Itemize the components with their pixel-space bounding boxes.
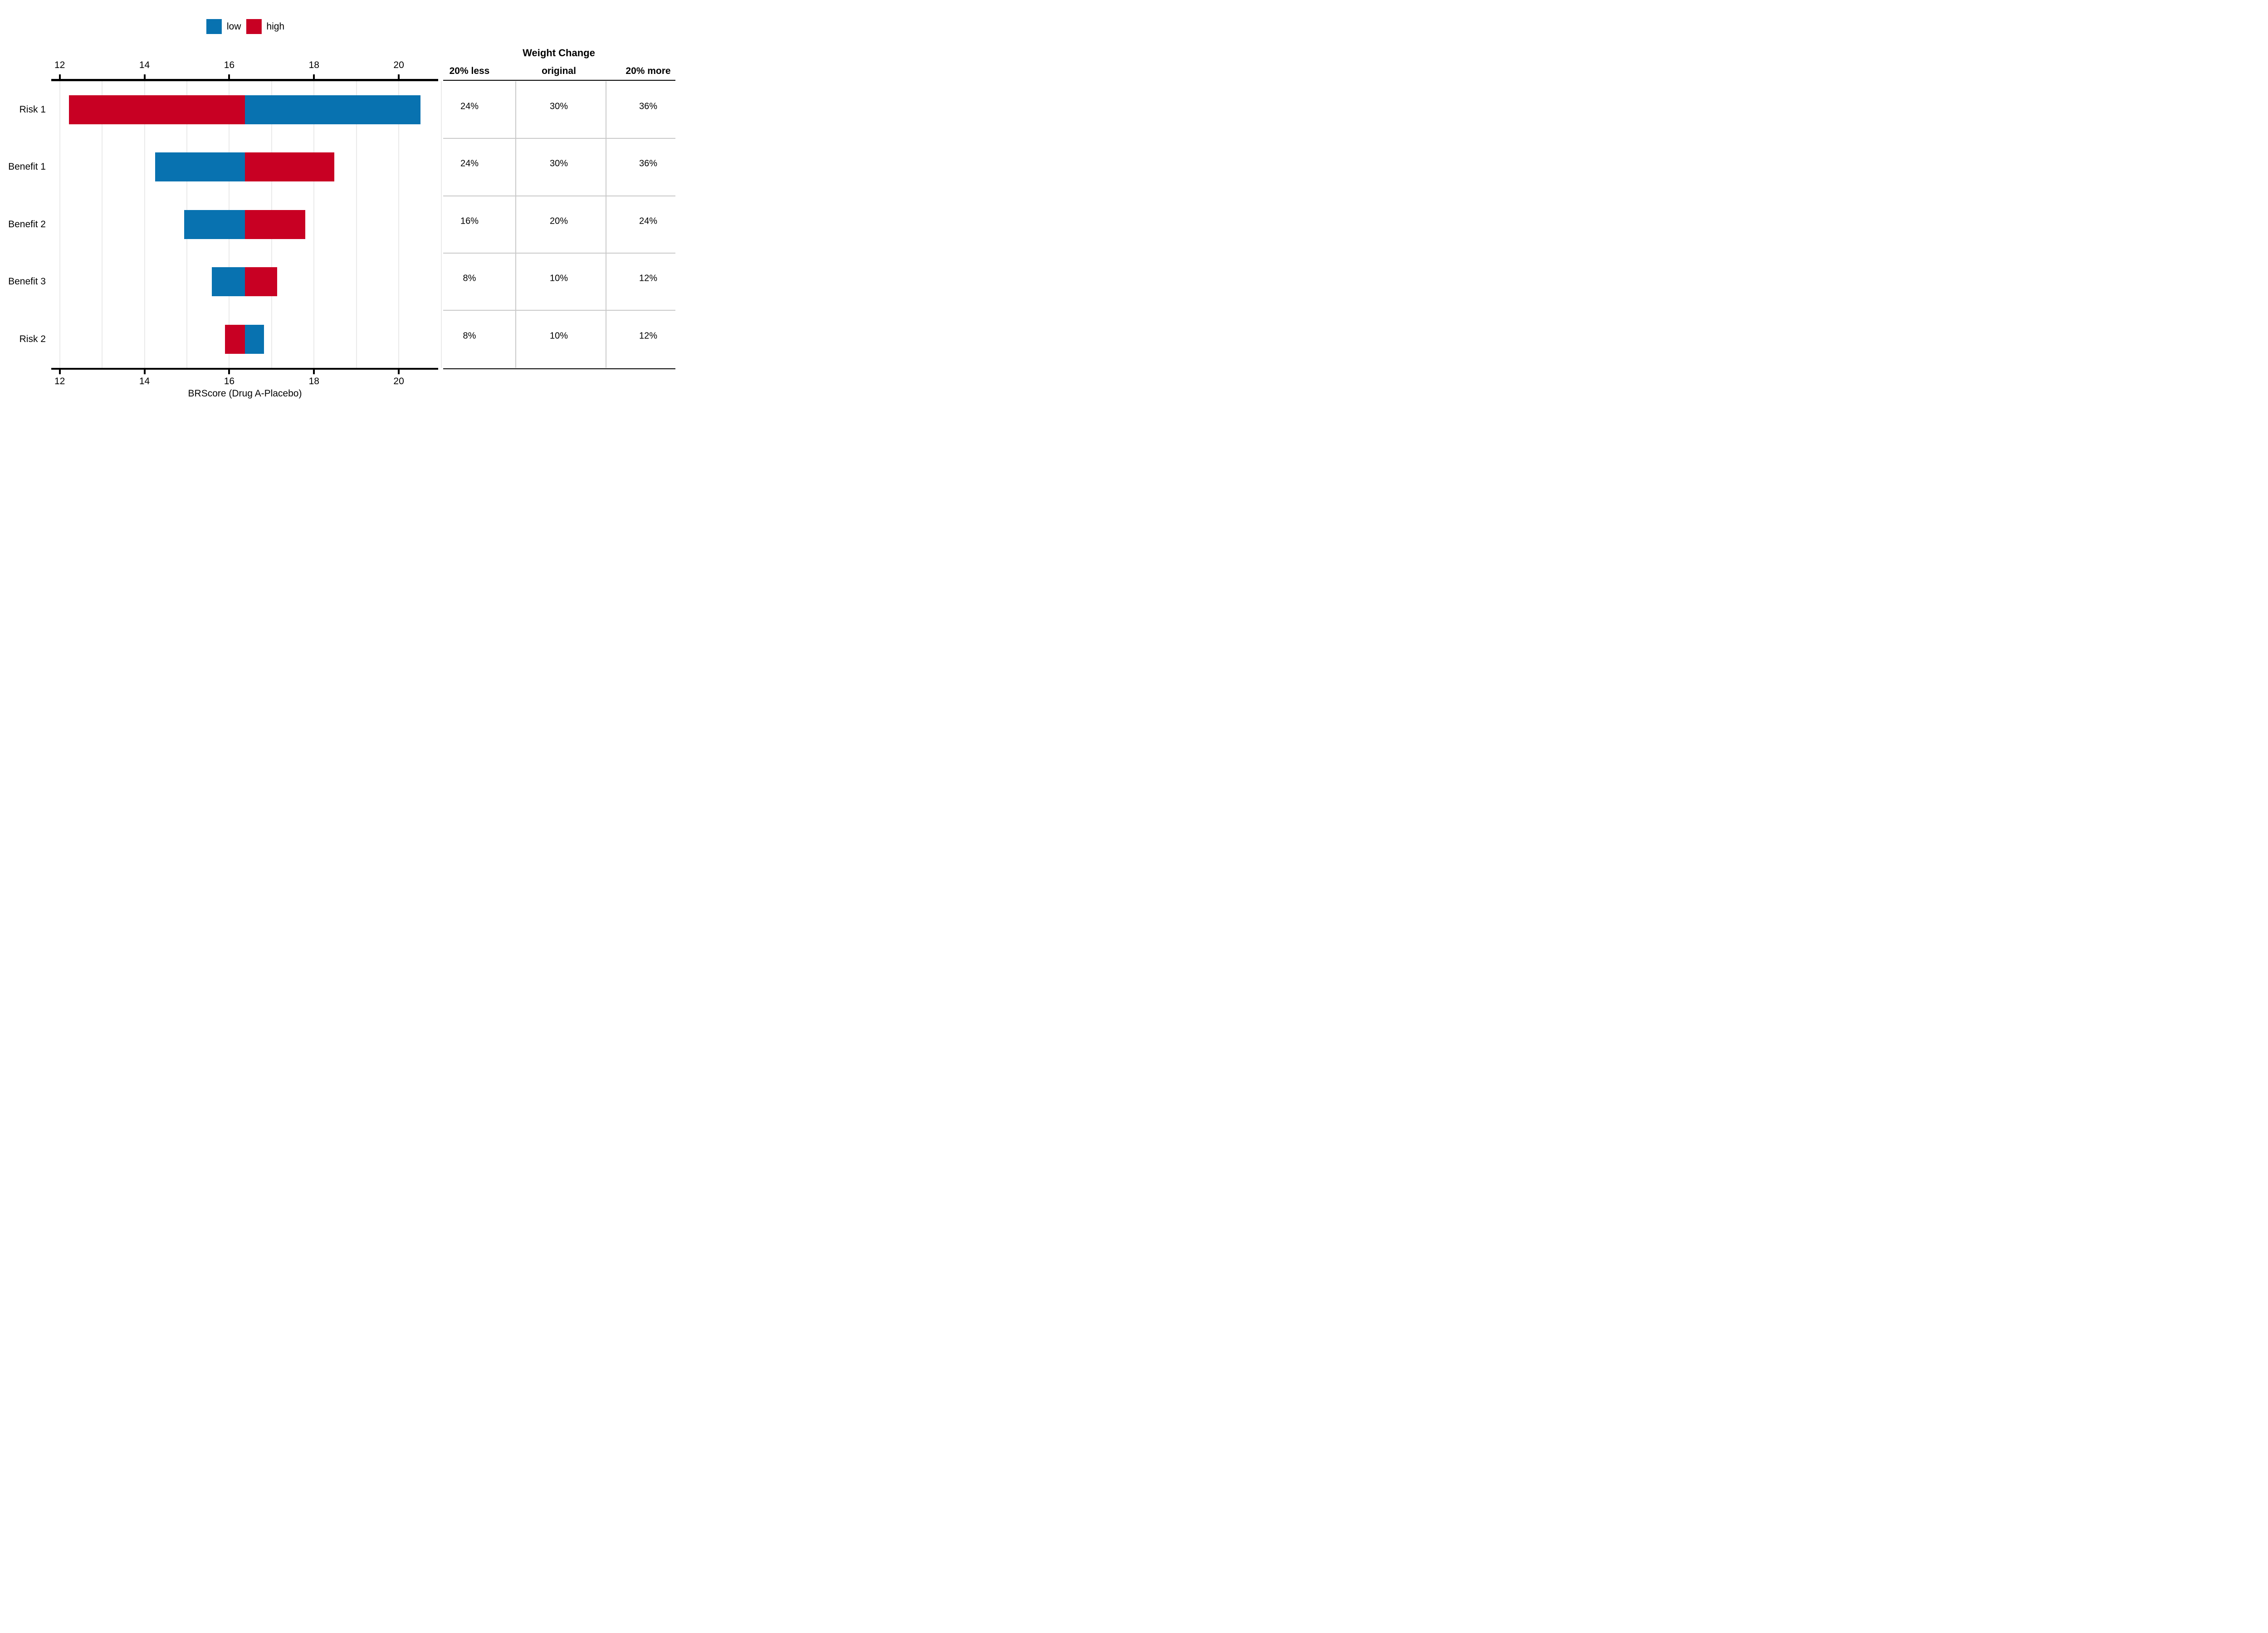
table-row-divider — [443, 310, 675, 311]
gridline — [313, 81, 315, 368]
bar-segment-high — [244, 210, 305, 239]
table-row-divider — [443, 252, 675, 254]
table-cell-value: 10% — [549, 273, 568, 284]
table-cell-value: 30% — [549, 101, 568, 112]
bar-segment-high — [69, 95, 245, 124]
bar-segment-low — [244, 95, 420, 124]
table-cell-value: 24% — [460, 158, 479, 169]
category-label: Benefit 2 — [8, 219, 46, 230]
x-axis-tick-label-bottom: 14 — [139, 376, 150, 386]
x-axis-tick-label-top: 18 — [308, 59, 319, 70]
x-axis-tick-bottom — [228, 370, 230, 375]
table-top-rule — [443, 79, 675, 81]
table-column-header-20pct-more: 20% more — [626, 66, 671, 76]
x-axis-tick-bottom — [59, 370, 61, 375]
table-column-divider — [515, 81, 516, 368]
category-label: Benefit 3 — [8, 276, 46, 287]
x-axis-title: BRScore (Drug A-Placebo) — [188, 388, 302, 399]
gridline — [398, 81, 400, 368]
table-cell-value: 10% — [549, 331, 568, 341]
x-axis-tick-top — [228, 74, 230, 79]
bar-segment-low — [155, 152, 245, 182]
category-label: Risk 2 — [19, 333, 46, 344]
table-column-header-original: original — [542, 66, 576, 76]
x-axis-tick-label-bottom: 20 — [393, 376, 404, 386]
bar-segment-high — [244, 152, 335, 182]
legend-swatch-low-icon — [206, 19, 222, 34]
x-axis-line-top — [51, 79, 438, 81]
gridline — [59, 81, 60, 368]
x-axis-tick-label-bottom: 16 — [224, 376, 235, 386]
legend-label-high: high — [266, 21, 285, 32]
x-axis-tick-top — [398, 74, 400, 79]
table-cell-value: 8% — [463, 273, 476, 284]
x-axis-tick-top — [59, 74, 61, 79]
legend-swatch-high-icon — [246, 19, 262, 34]
bar-segment-high — [225, 324, 245, 354]
table-bottom-rule — [443, 368, 675, 369]
table-cell-value: 12% — [639, 273, 658, 284]
table-cell-value: 24% — [460, 101, 479, 112]
category-label: Risk 1 — [19, 104, 46, 115]
table-row-divider — [443, 138, 675, 139]
table-cell-value: 20% — [549, 216, 568, 226]
bar-segment-low — [184, 210, 245, 239]
table-title: Weight Change — [523, 47, 595, 59]
x-axis-tick-label-top: 20 — [393, 59, 404, 70]
gridline — [356, 81, 357, 368]
x-axis-tick-label-bottom: 12 — [54, 376, 65, 386]
x-axis-line-bottom — [51, 367, 438, 370]
table-cell-value: 30% — [549, 158, 568, 169]
table-cell-value: 12% — [639, 331, 658, 341]
x-axis-tick-label-top: 16 — [224, 59, 235, 70]
table-cell-value: 36% — [639, 158, 658, 169]
x-axis-tick-label-top: 12 — [54, 59, 65, 70]
legend-label-low: low — [226, 21, 241, 32]
bar-segment-high — [244, 267, 277, 297]
table-cell-value: 36% — [639, 101, 658, 112]
x-axis-tick-label-top: 14 — [139, 59, 150, 70]
bar-segment-low — [212, 267, 245, 297]
gridline — [144, 81, 145, 368]
x-axis-tick-bottom — [313, 370, 315, 375]
table-cell-value: 8% — [463, 331, 476, 341]
x-axis-tick-label-bottom: 18 — [308, 376, 319, 386]
table-cell-value: 16% — [460, 216, 479, 226]
gridline — [440, 81, 442, 368]
legend: low high — [206, 19, 284, 34]
x-axis-tick-top — [143, 74, 146, 79]
gridline — [102, 81, 103, 368]
brscore-sensitivity-figure: low high Risk 1 Benefit 1 Benefit 2 Benefit… — [0, 0, 680, 408]
table-column-header-20pct-less: 20% less — [449, 66, 490, 76]
category-label: Benefit 1 — [8, 161, 46, 172]
x-axis-tick-top — [313, 74, 315, 79]
bar-segment-low — [244, 324, 264, 354]
x-axis-tick-bottom — [143, 370, 146, 375]
table-cell-value: 24% — [639, 216, 658, 226]
x-axis-tick-bottom — [398, 370, 400, 375]
